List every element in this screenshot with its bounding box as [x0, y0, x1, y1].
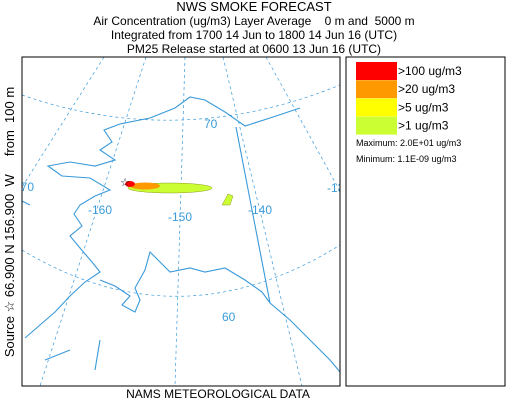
legend-minimum: Minimum: 1.1E-09 ug/m3 — [356, 154, 457, 164]
graticule — [222, 57, 303, 386]
border — [235, 126, 271, 304]
source-label: Source ☆ 66.900 N 156.900 W from 100 m — [2, 87, 17, 357]
graticule-label: -160 — [88, 203, 112, 217]
legend-label: >5 ug/m3 — [398, 100, 449, 114]
graticule-label: 60 — [222, 310, 236, 324]
subtitle: PM25 Release started at 0600 13 Jun 16 (… — [127, 42, 381, 56]
islands — [22, 200, 101, 371]
graticule-label: -130 — [327, 181, 351, 195]
subtitle: Air Concentration (ug/m3) Layer Average … — [93, 14, 414, 28]
legend-maximum: Maximum: 2.0E+01 ug/m3 — [356, 138, 461, 148]
graticule — [22, 244, 340, 297]
graticule-label: -140 — [248, 203, 272, 217]
graticule — [22, 84, 340, 121]
legend-swatch — [356, 98, 397, 117]
coastline — [24, 96, 340, 373]
legend-swatch — [356, 116, 397, 135]
legend-label: >1 ug/m3 — [398, 119, 449, 133]
legend-frame — [345, 56, 506, 387]
graticule — [174, 57, 186, 386]
graticule-label: -150 — [168, 210, 192, 224]
smoke-plume — [221, 193, 234, 206]
source-star: ☆ — [120, 177, 130, 189]
graticule — [22, 57, 105, 188]
map: ☆ 70 -170 -160 -150 -140 -130 60 — [10, 57, 351, 386]
graticule — [265, 57, 340, 192]
legend-label: >100 ug/m3 — [398, 64, 462, 78]
graticule — [39, 57, 147, 386]
legend-swatch — [356, 80, 397, 99]
smoke-plume — [130, 182, 160, 190]
graticule-label: -170 — [10, 180, 34, 194]
legend-label: >20 ug/m3 — [398, 82, 455, 96]
title: NWS SMOKE FORECAST — [176, 0, 331, 14]
legend-swatch — [356, 62, 397, 80]
map-frame — [21, 56, 341, 387]
graticule-label: 70 — [204, 117, 218, 131]
smoke-plume — [125, 181, 135, 187]
subtitle: Integrated from 1700 14 Jun to 1800 14 J… — [111, 28, 397, 42]
footer: NAMS METEOROLOGICAL DATA — [126, 387, 310, 401]
